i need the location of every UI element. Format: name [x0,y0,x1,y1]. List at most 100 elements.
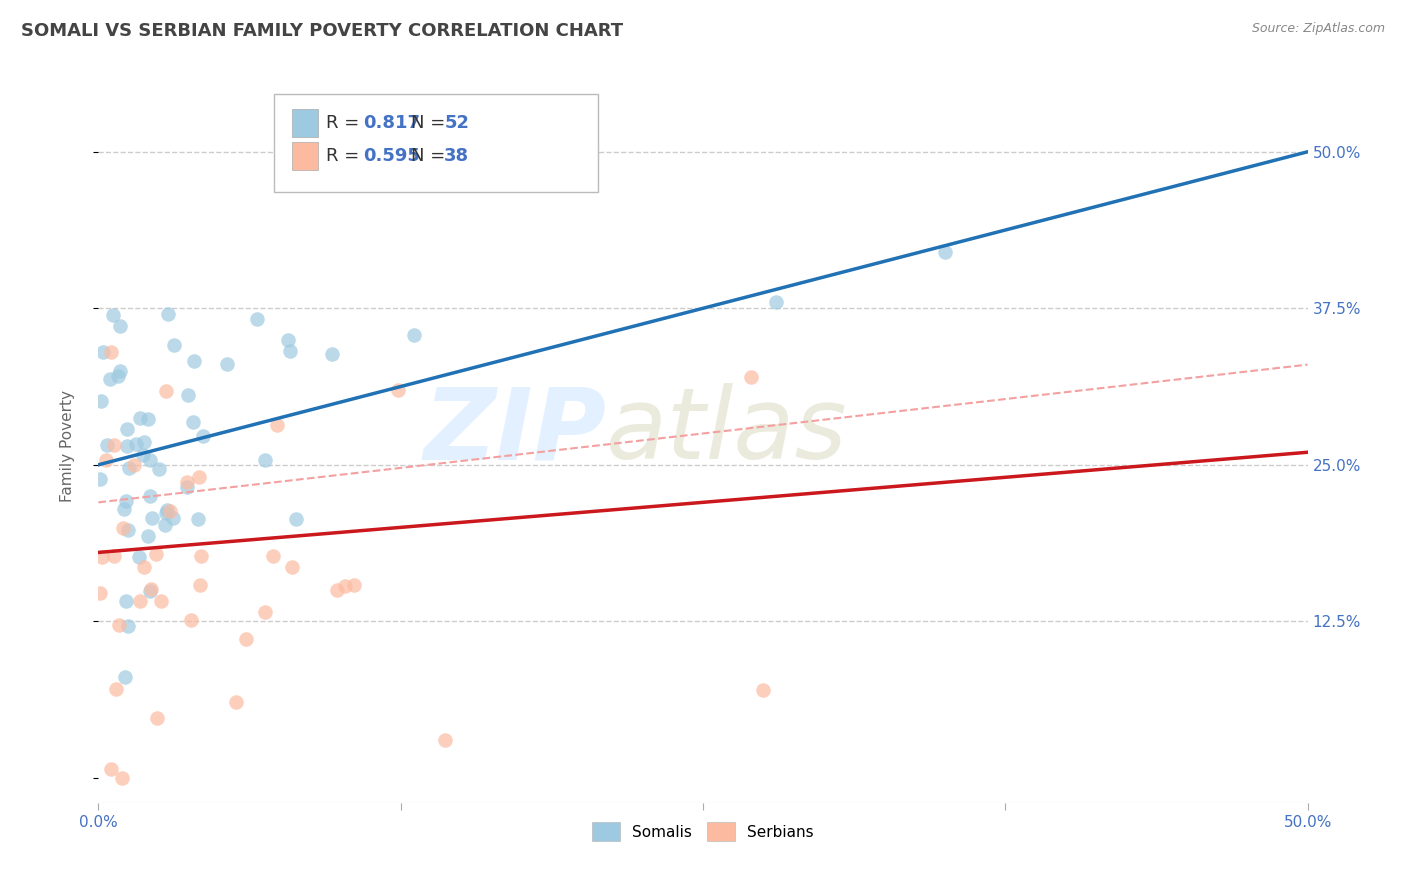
Point [254,453,277,467]
Point [343,577,366,591]
Point [112,502,135,516]
Point [176,475,198,490]
Text: 52: 52 [444,114,470,132]
Text: SOMALI VS SERBIAN FAMILY POVERTY CORRELATION CHART: SOMALI VS SERBIAN FAMILY POVERTY CORRELA… [21,22,623,40]
Point [132,434,155,449]
Point [108,319,131,334]
Point [124,458,146,472]
Point [108,364,131,378]
Point [115,594,138,608]
Point [934,244,956,259]
Legend: Somalis, Serbians: Somalis, Serbians [585,814,821,848]
Point [115,422,138,436]
Point [98,371,121,385]
Point [141,582,163,596]
Point [103,438,125,452]
Point [117,523,139,537]
Point [225,695,247,709]
Point [96,438,118,452]
Point [90,393,112,408]
Point [103,549,125,563]
Point [387,383,409,397]
Point [187,512,209,526]
Point [246,312,269,326]
Point [134,560,156,574]
Point [176,480,198,494]
Point [278,344,301,359]
Text: 0.595: 0.595 [363,147,419,165]
Point [94,452,117,467]
Point [765,295,787,310]
Point [139,489,162,503]
Point [108,618,131,632]
Point [215,357,238,371]
Point [131,448,153,462]
Point [155,384,177,398]
Point [262,549,284,564]
Point [136,529,159,543]
Point [89,586,111,600]
Point [111,521,134,535]
Point [235,632,257,646]
Point [115,493,138,508]
Point [740,370,762,384]
Point [277,333,299,347]
Point [156,307,179,321]
Point [280,560,302,574]
Point [153,517,176,532]
Point [159,504,181,518]
Point [156,503,179,517]
Point [107,368,129,383]
Point [128,550,150,565]
Text: R =: R = [326,147,366,165]
Point [90,549,112,564]
Point [118,461,141,475]
Text: atlas: atlas [606,384,848,480]
Point [146,711,169,725]
Point [404,327,426,342]
Point [111,771,134,785]
Point [187,470,209,484]
Point [183,354,205,368]
Point [139,584,162,599]
Point [128,594,150,608]
Point [149,593,172,607]
Point [434,732,457,747]
Point [148,462,170,476]
Text: 0.817: 0.817 [363,114,420,132]
Text: N =: N = [411,147,450,165]
Point [190,549,212,563]
Text: N =: N = [411,114,450,132]
Point [188,577,211,591]
Text: 38: 38 [444,147,470,165]
Point [91,344,114,359]
Point [155,506,177,520]
Text: Source: ZipAtlas.com: Source: ZipAtlas.com [1251,22,1385,36]
Point [141,510,163,524]
Point [254,605,277,619]
Point [138,452,160,467]
Point [326,582,349,597]
Point [284,511,307,525]
Point [136,412,159,426]
Point [104,682,127,697]
Point [162,510,184,524]
Text: ZIP: ZIP [423,384,606,480]
Y-axis label: Family Poverty: Family Poverty [60,390,75,502]
Point [101,309,124,323]
Point [752,683,775,698]
Point [114,670,136,684]
Point [100,344,122,359]
Point [115,439,138,453]
Point [117,619,139,633]
Point [100,762,122,776]
Point [125,437,148,451]
Point [89,472,111,486]
Point [177,388,200,402]
Point [266,417,288,432]
Point [163,338,186,352]
Point [321,346,343,360]
Point [333,579,356,593]
Text: R =: R = [326,114,366,132]
Point [129,410,152,425]
